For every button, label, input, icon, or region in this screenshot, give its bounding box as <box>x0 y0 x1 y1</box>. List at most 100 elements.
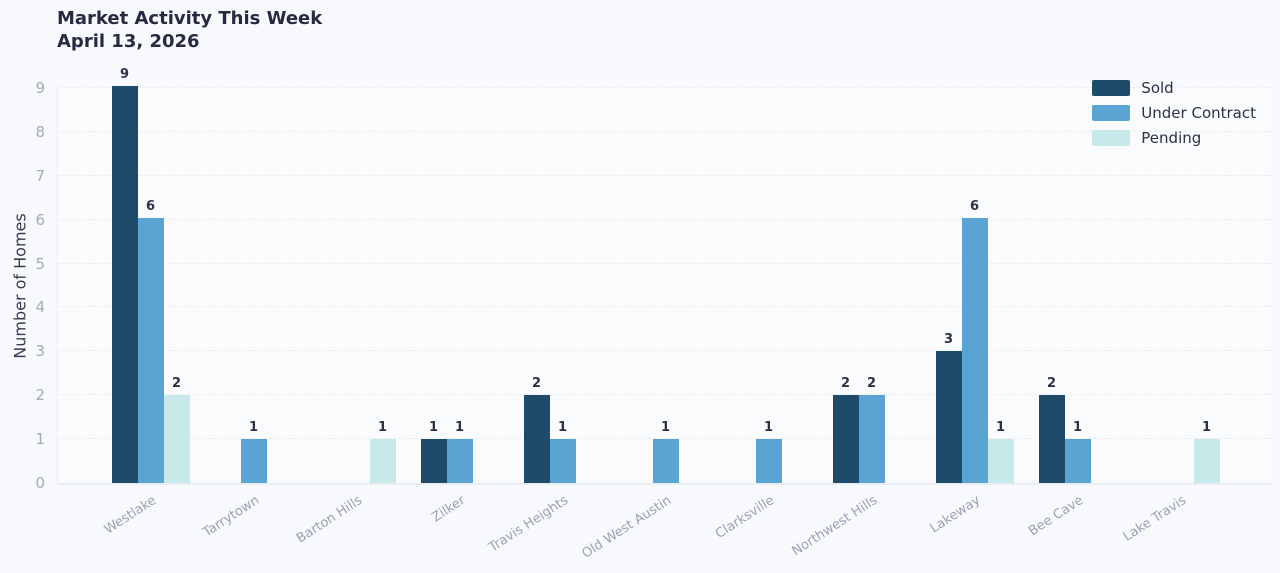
gridline-1 <box>58 438 1272 440</box>
bar-slot-sold-bee-cave: 2 <box>1038 376 1065 483</box>
bar-slot-sold-lakeway: 3 <box>935 332 962 483</box>
bar-slot-sold-travis-heights: 2 <box>523 376 550 483</box>
bar-under-contract-clarksville: 1 <box>755 420 782 483</box>
legend-swatch-pending <box>1092 130 1131 146</box>
y-tick-3: 3 <box>35 342 45 361</box>
legend-item-pending: Pending <box>1092 129 1256 147</box>
bar-sold-northwest-hills: 2 <box>832 376 859 483</box>
legend-label-pending: Pending <box>1141 129 1202 147</box>
bars-westlake: 9 6 2 <box>111 67 190 483</box>
y-tick-8: 8 <box>35 122 45 141</box>
x-tick-label-barton-hills: Barton Hills <box>293 493 365 547</box>
x-tick-label-old-west-austin: Old West Austin <box>578 493 674 562</box>
legend-label-under-contract: Under Contract <box>1141 104 1256 122</box>
bar-slot-sold-northwest-hills: 2 <box>832 376 859 483</box>
legend-swatch-under-contract <box>1092 105 1131 121</box>
legend-item-under-contract: Under Contract <box>1092 104 1256 122</box>
category-group-tarrytown: 1 Tarrytown <box>200 88 305 540</box>
bar-value-under-contract-travis-heights: 1 <box>557 419 568 435</box>
gridline-8 <box>58 130 1272 132</box>
category-group-clarksville: 1 Clarksville <box>712 88 820 542</box>
bars-lakeway: 3 6 1 <box>935 199 1014 483</box>
bar-value-under-contract-old-west-austin: 1 <box>660 419 671 435</box>
x-tick-label-clarksville: Clarksville <box>712 493 777 542</box>
category-group-travis-heights: 2 1 Travis Heights <box>486 88 614 555</box>
bar-pending-lakeway: 1 <box>987 420 1014 483</box>
bar-under-contract-westlake: 6 <box>137 199 164 483</box>
bar-value-sold-westlake: 9 <box>119 67 130 82</box>
bar-slot-under-contract-travis-heights: 1 <box>549 420 576 483</box>
bar-slot-under-contract-old-west-austin: 1 <box>652 420 679 483</box>
bars-old-west-austin: 1 <box>627 420 705 483</box>
category-group-bee-cave: 2 1 Bee Cave <box>1026 88 1129 539</box>
bar-value-pending-westlake: 2 <box>171 375 182 391</box>
bar-slot-sold-westlake: 9 <box>111 67 138 483</box>
bar-value-pending-lake-travis: 1 <box>1201 419 1212 435</box>
bar-slot-under-contract-westlake: 6 <box>137 199 164 483</box>
gridline-6 <box>58 218 1272 220</box>
chart-title: Market Activity This Week April 13, 2026 <box>57 7 322 53</box>
legend: Sold Under Contract Pending <box>1092 79 1256 147</box>
y-tick-2: 2 <box>35 386 45 405</box>
bar-value-under-contract-clarksville: 1 <box>763 419 774 435</box>
bar-pending-lake-travis: 1 <box>1193 420 1220 483</box>
x-tick-label-lake-travis: Lake Travis <box>1120 493 1189 545</box>
bar-sold-westlake: 9 <box>111 67 138 483</box>
bar-slot-sold-zilker: 1 <box>420 420 447 483</box>
bar-value-under-contract-westlake: 6 <box>145 199 156 215</box>
y-tick-4: 4 <box>35 298 45 317</box>
chart-subtitle: April 13, 2026 <box>57 31 200 52</box>
bar-slot-under-contract-bee-cave: 1 <box>1064 420 1091 483</box>
x-tick-label-lakeway: Lakeway <box>927 493 983 537</box>
bar-under-contract-bee-cave: 1 <box>1064 420 1091 483</box>
bar-value-sold-lakeway: 3 <box>943 331 954 347</box>
y-tick-5: 5 <box>35 254 45 273</box>
y-tick-0: 0 <box>35 474 45 492</box>
bar-slot-under-contract-tarrytown: 1 <box>240 420 267 483</box>
x-tick-label-northwest-hills: Northwest Hills <box>788 493 880 560</box>
plot-area: 0 1 2 3 4 5 6 7 8 9 9 6 2 Westlake 1 Tarrytown 1 Barton … <box>35 67 1272 562</box>
bar-under-contract-old-west-austin: 1 <box>652 420 679 483</box>
y-tick-1: 1 <box>35 430 45 449</box>
bar-under-contract-northwest-hills: 2 <box>858 376 885 483</box>
bar-slot-pending-lakeway: 1 <box>987 420 1014 483</box>
bar-under-contract-travis-heights: 1 <box>549 420 576 483</box>
bar-slot-under-contract-northwest-hills: 2 <box>858 376 885 483</box>
bar-pending-westlake: 2 <box>163 376 190 483</box>
chart-title-line1: Market Activity This Week <box>57 8 323 29</box>
x-tick-label-travis-heights: Travis Heights <box>485 493 571 556</box>
bar-value-pending-lakeway: 1 <box>995 419 1006 435</box>
legend-item-sold: Sold <box>1092 79 1256 97</box>
bar-value-under-contract-lakeway: 6 <box>969 199 980 215</box>
y-tick-6: 6 <box>35 210 45 229</box>
bar-slot-pending-westlake: 2 <box>163 376 190 483</box>
bar-value-under-contract-northwest-hills: 2 <box>866 375 877 391</box>
bar-under-contract-lakeway: 6 <box>961 199 988 483</box>
bars-lake-travis: 1 <box>1142 420 1220 483</box>
y-tick-7: 7 <box>35 166 45 185</box>
bar-slot-pending-lake-travis: 1 <box>1193 420 1220 483</box>
y-axis-label: Number of Homes <box>10 213 30 359</box>
bar-value-under-contract-tarrytown: 1 <box>248 419 259 435</box>
category-group-old-west-austin: 1 Old West Austin <box>579 88 717 562</box>
y-tick-9: 9 <box>35 79 45 97</box>
gridline-9 <box>58 87 1272 88</box>
bar-sold-travis-heights: 2 <box>523 376 550 483</box>
bar-pending-barton-hills: 1 <box>369 420 396 483</box>
legend-swatch-sold <box>1092 80 1131 96</box>
bar-slot-under-contract-zilker: 1 <box>446 420 473 483</box>
gridline-2 <box>58 394 1272 396</box>
gridline-7 <box>58 174 1272 176</box>
bar-groups: 9 6 2 Westlake 1 Tarrytown 1 Barton Hills 1 1 Zilk… <box>58 67 1272 562</box>
gridline-4 <box>58 306 1272 308</box>
x-tick-label-zilker: Zilker <box>428 493 468 526</box>
bar-value-sold-travis-heights: 2 <box>531 375 542 391</box>
bars-barton-hills: 1 <box>318 420 396 483</box>
category-group-lake-travis: 1 Lake Travis <box>1120 88 1232 545</box>
x-tick-label-westlake: Westlake <box>101 493 159 538</box>
bar-value-sold-bee-cave: 2 <box>1046 375 1057 391</box>
